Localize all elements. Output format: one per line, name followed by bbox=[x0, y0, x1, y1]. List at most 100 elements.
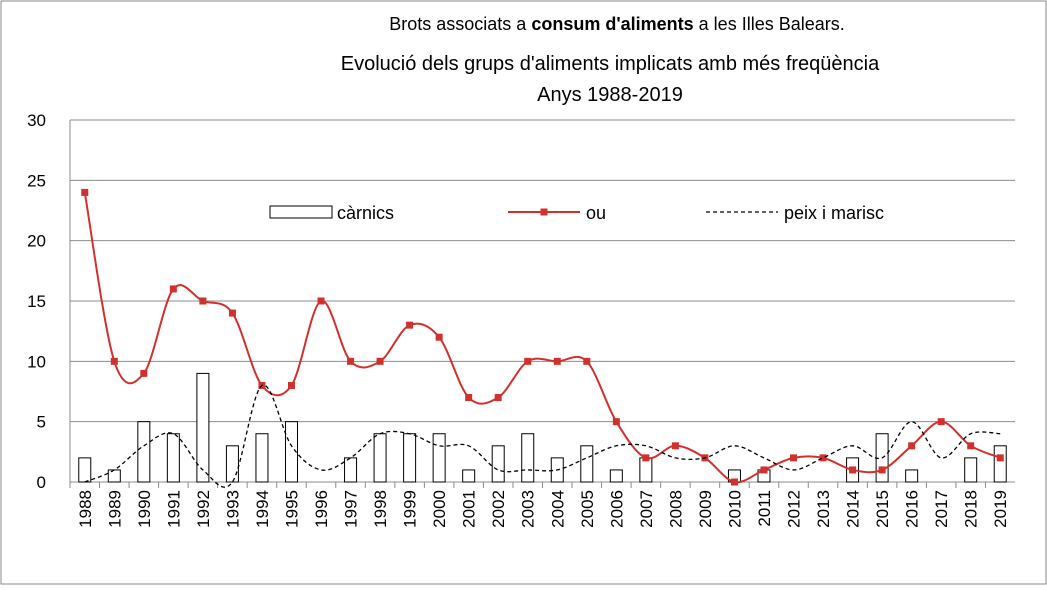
marker bbox=[937, 418, 945, 426]
line bbox=[84, 384, 1001, 488]
marker bbox=[376, 357, 384, 365]
marker bbox=[612, 418, 620, 426]
marker bbox=[671, 442, 679, 450]
marker bbox=[760, 466, 768, 474]
bar bbox=[78, 457, 92, 483]
legend-marker bbox=[540, 208, 548, 216]
x-tick-label: 2019 bbox=[991, 490, 1010, 528]
x-tick-label: 1994 bbox=[253, 490, 272, 528]
y-tick-label: 10 bbox=[27, 352, 46, 371]
x-tick-label: 2011 bbox=[755, 490, 774, 527]
y-tick-label: 15 bbox=[27, 292, 46, 311]
bar bbox=[905, 469, 919, 483]
x-tick-label: 1991 bbox=[164, 490, 183, 528]
marker bbox=[110, 357, 118, 365]
x-tick-label: 2013 bbox=[814, 490, 833, 528]
x-tick-label: 1988 bbox=[76, 490, 95, 528]
x-tick-label: 2009 bbox=[696, 490, 715, 528]
bar bbox=[284, 421, 298, 483]
y-tick-label: 5 bbox=[37, 413, 46, 432]
subtitle: Anys 1988-2019 bbox=[537, 84, 683, 106]
marker bbox=[996, 454, 1004, 462]
bar bbox=[639, 457, 653, 483]
marker bbox=[524, 357, 532, 365]
x-tick-label: 1999 bbox=[401, 490, 420, 528]
marker bbox=[347, 357, 355, 365]
x-tick-label: 2017 bbox=[932, 490, 951, 528]
x-tick-label: 2004 bbox=[548, 490, 567, 528]
x-tick-label: 1997 bbox=[342, 490, 361, 528]
y-tick-label: 30 bbox=[27, 111, 46, 130]
x-tick-label: 2014 bbox=[844, 490, 863, 528]
bar bbox=[403, 433, 417, 483]
marker bbox=[317, 297, 325, 305]
marker bbox=[494, 394, 502, 402]
bar bbox=[964, 457, 978, 483]
bar bbox=[255, 433, 269, 483]
x-tick-label: 2015 bbox=[873, 490, 892, 528]
marker bbox=[819, 454, 827, 462]
bar bbox=[344, 457, 358, 483]
x-tick-label: 2002 bbox=[489, 490, 508, 528]
x-tick-label: 2016 bbox=[903, 490, 922, 528]
bar bbox=[993, 445, 1007, 483]
marker bbox=[435, 333, 443, 341]
marker bbox=[406, 321, 414, 329]
x-tick-label: 2003 bbox=[519, 490, 538, 528]
x-tick-label: 1989 bbox=[105, 490, 124, 528]
x-tick-label: 2007 bbox=[637, 490, 656, 528]
bar bbox=[225, 445, 239, 483]
bar bbox=[521, 433, 535, 483]
marker bbox=[199, 297, 207, 305]
marker bbox=[140, 369, 148, 377]
x-tick-label: 1990 bbox=[135, 490, 154, 528]
legend-swatch bbox=[269, 205, 333, 219]
marker bbox=[967, 442, 975, 450]
bar bbox=[462, 469, 476, 483]
marker bbox=[287, 381, 295, 389]
x-tick-label: 2001 bbox=[460, 490, 479, 528]
y-tick-label: 0 bbox=[37, 473, 46, 492]
x-tick-label: 2006 bbox=[607, 490, 626, 528]
x-tick-label: 2005 bbox=[578, 490, 597, 528]
subtitle: Evolució dels grups d'aliments implicats… bbox=[341, 53, 880, 75]
marker bbox=[642, 454, 650, 462]
marker bbox=[908, 442, 916, 450]
x-tick-label: 1992 bbox=[194, 490, 213, 528]
marker bbox=[790, 454, 798, 462]
bar bbox=[196, 372, 210, 483]
legend-label: peix i marisc bbox=[784, 203, 884, 223]
marker bbox=[583, 357, 591, 365]
marker bbox=[878, 466, 886, 474]
bar bbox=[373, 433, 387, 483]
bar bbox=[432, 433, 446, 483]
marker bbox=[81, 188, 89, 196]
bar bbox=[609, 469, 623, 483]
chart-title: Brots associats a consum d'aliments a le… bbox=[389, 14, 845, 34]
legend-label: ou bbox=[586, 203, 606, 223]
marker bbox=[553, 357, 561, 365]
legend-label: càrnics bbox=[337, 203, 394, 223]
x-tick-label: 1995 bbox=[282, 490, 301, 528]
bar bbox=[166, 433, 180, 483]
x-tick-label: 2018 bbox=[962, 490, 981, 528]
x-tick-label: 2010 bbox=[725, 490, 744, 528]
marker bbox=[465, 394, 473, 402]
x-tick-label: 1998 bbox=[371, 490, 390, 528]
marker bbox=[730, 478, 738, 486]
marker bbox=[169, 285, 177, 293]
y-tick-label: 20 bbox=[27, 232, 46, 251]
y-tick-label: 25 bbox=[27, 171, 46, 190]
marker bbox=[228, 309, 236, 317]
x-tick-label: 2012 bbox=[785, 490, 804, 528]
x-tick-label: 2000 bbox=[430, 490, 449, 528]
x-tick-label: 1993 bbox=[223, 490, 242, 528]
bar bbox=[137, 421, 151, 483]
bar bbox=[580, 445, 594, 483]
x-tick-label: 1996 bbox=[312, 490, 331, 528]
bar bbox=[107, 469, 121, 483]
x-tick-label: 2008 bbox=[666, 490, 685, 528]
bar bbox=[491, 445, 505, 483]
